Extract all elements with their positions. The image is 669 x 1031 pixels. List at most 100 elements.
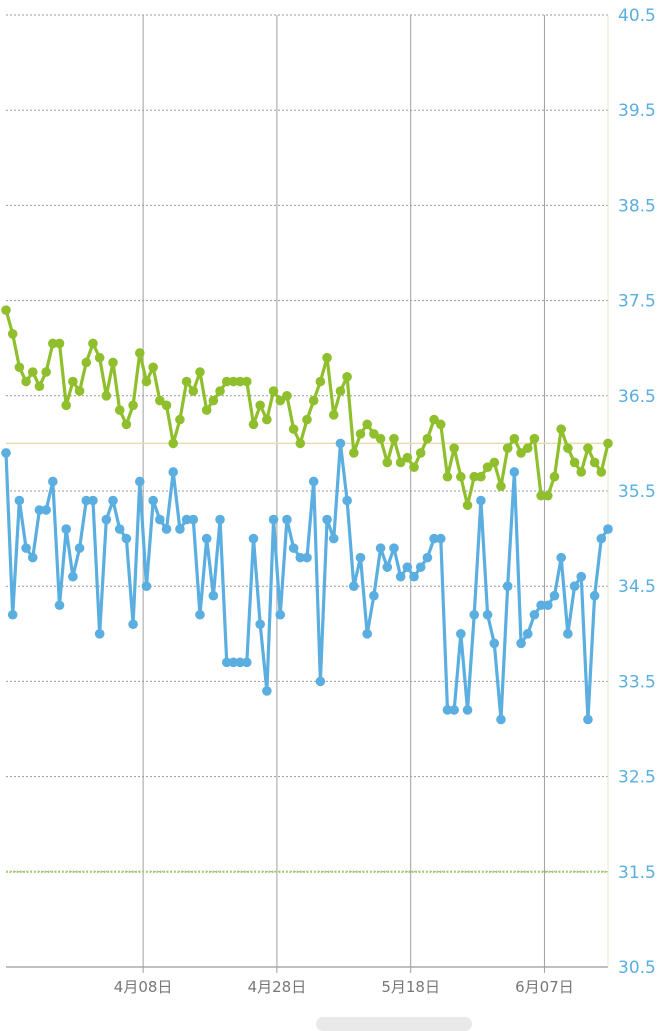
data-point	[141, 581, 152, 591]
data-point	[469, 609, 480, 620]
data-point	[583, 443, 593, 453]
data-point	[155, 514, 165, 525]
data-point	[201, 405, 212, 415]
data-point	[54, 600, 65, 611]
data-point	[496, 481, 506, 492]
data-point	[235, 376, 245, 387]
data-point	[282, 391, 292, 401]
data-point	[215, 386, 225, 396]
data-point	[128, 619, 138, 630]
x-axis: 4月08日 4月28日 5月18日 6月07日	[114, 978, 574, 996]
data-point	[242, 657, 252, 668]
data-point	[168, 467, 179, 477]
data-point	[529, 609, 540, 620]
data-point	[7, 609, 18, 620]
data-point	[215, 514, 225, 525]
data-point	[342, 371, 352, 382]
data-point	[322, 514, 332, 525]
data-point	[502, 581, 513, 591]
x-tick-label: 6月07日	[515, 978, 574, 996]
y-tick-label: 38.5	[618, 196, 656, 216]
data-point	[295, 438, 306, 449]
data-point	[362, 419, 373, 430]
data-point	[509, 433, 520, 444]
data-point	[355, 429, 366, 439]
data-point	[589, 590, 600, 601]
data-point	[375, 433, 386, 444]
data-point	[529, 433, 540, 444]
x-tick-label: 4月28日	[248, 978, 307, 996]
data-point	[148, 495, 158, 506]
y-tick-label: 31.5	[618, 863, 656, 883]
data-point	[41, 367, 51, 377]
data-point	[349, 581, 359, 591]
data-point	[228, 376, 239, 387]
data-point	[429, 533, 439, 544]
data-point	[328, 410, 339, 420]
data-point	[362, 629, 373, 639]
data-point	[549, 471, 560, 482]
chart-grid	[6, 14, 609, 973]
data-point	[389, 433, 399, 444]
data-point	[27, 552, 38, 563]
data-point	[108, 495, 118, 506]
data-point	[195, 367, 205, 377]
data-point	[114, 405, 125, 415]
data-series	[1, 305, 613, 725]
data-point	[302, 552, 312, 563]
data-point	[422, 433, 433, 444]
data-point	[221, 376, 232, 387]
data-point	[315, 376, 326, 387]
data-point	[556, 424, 566, 434]
data-point	[476, 471, 486, 482]
data-point	[21, 543, 31, 553]
data-point	[302, 414, 312, 425]
data-point	[255, 400, 265, 411]
x-tick-label: 4月08日	[114, 978, 173, 996]
data-point	[335, 386, 346, 396]
data-point	[255, 619, 265, 630]
data-point	[596, 467, 607, 477]
data-point	[128, 400, 138, 411]
data-point	[522, 629, 533, 639]
data-point	[175, 524, 185, 534]
data-point	[88, 338, 98, 349]
data-point	[141, 376, 152, 387]
data-point	[536, 600, 546, 611]
data-point	[34, 505, 45, 515]
data-point	[462, 500, 473, 511]
data-point	[482, 609, 493, 620]
data-point	[54, 338, 65, 349]
data-point	[155, 395, 165, 406]
y-tick-label: 34.5	[618, 577, 656, 597]
y-tick-label: 35.5	[618, 482, 656, 502]
data-point	[88, 495, 98, 506]
data-point	[21, 376, 31, 387]
data-point	[522, 443, 533, 453]
data-point	[462, 705, 473, 715]
data-point	[469, 471, 480, 482]
data-point	[268, 386, 279, 396]
data-point	[476, 495, 486, 506]
y-tick-label: 39.5	[618, 101, 656, 121]
data-point	[288, 424, 299, 434]
data-point	[369, 590, 379, 601]
data-point	[101, 391, 112, 401]
data-point	[556, 552, 566, 563]
data-point	[369, 429, 379, 439]
data-point	[74, 543, 85, 553]
data-point	[34, 381, 45, 392]
data-point	[248, 533, 259, 544]
data-point	[549, 590, 560, 601]
data-point	[482, 462, 493, 473]
data-point	[375, 543, 386, 553]
data-point	[161, 524, 172, 534]
data-point	[389, 543, 399, 553]
data-point	[603, 524, 613, 534]
y-tick-label: 33.5	[618, 672, 656, 692]
y-tick-label: 32.5	[618, 768, 656, 788]
data-point	[429, 414, 439, 425]
data-point	[543, 600, 553, 611]
data-point	[442, 705, 453, 715]
data-point	[14, 495, 25, 506]
